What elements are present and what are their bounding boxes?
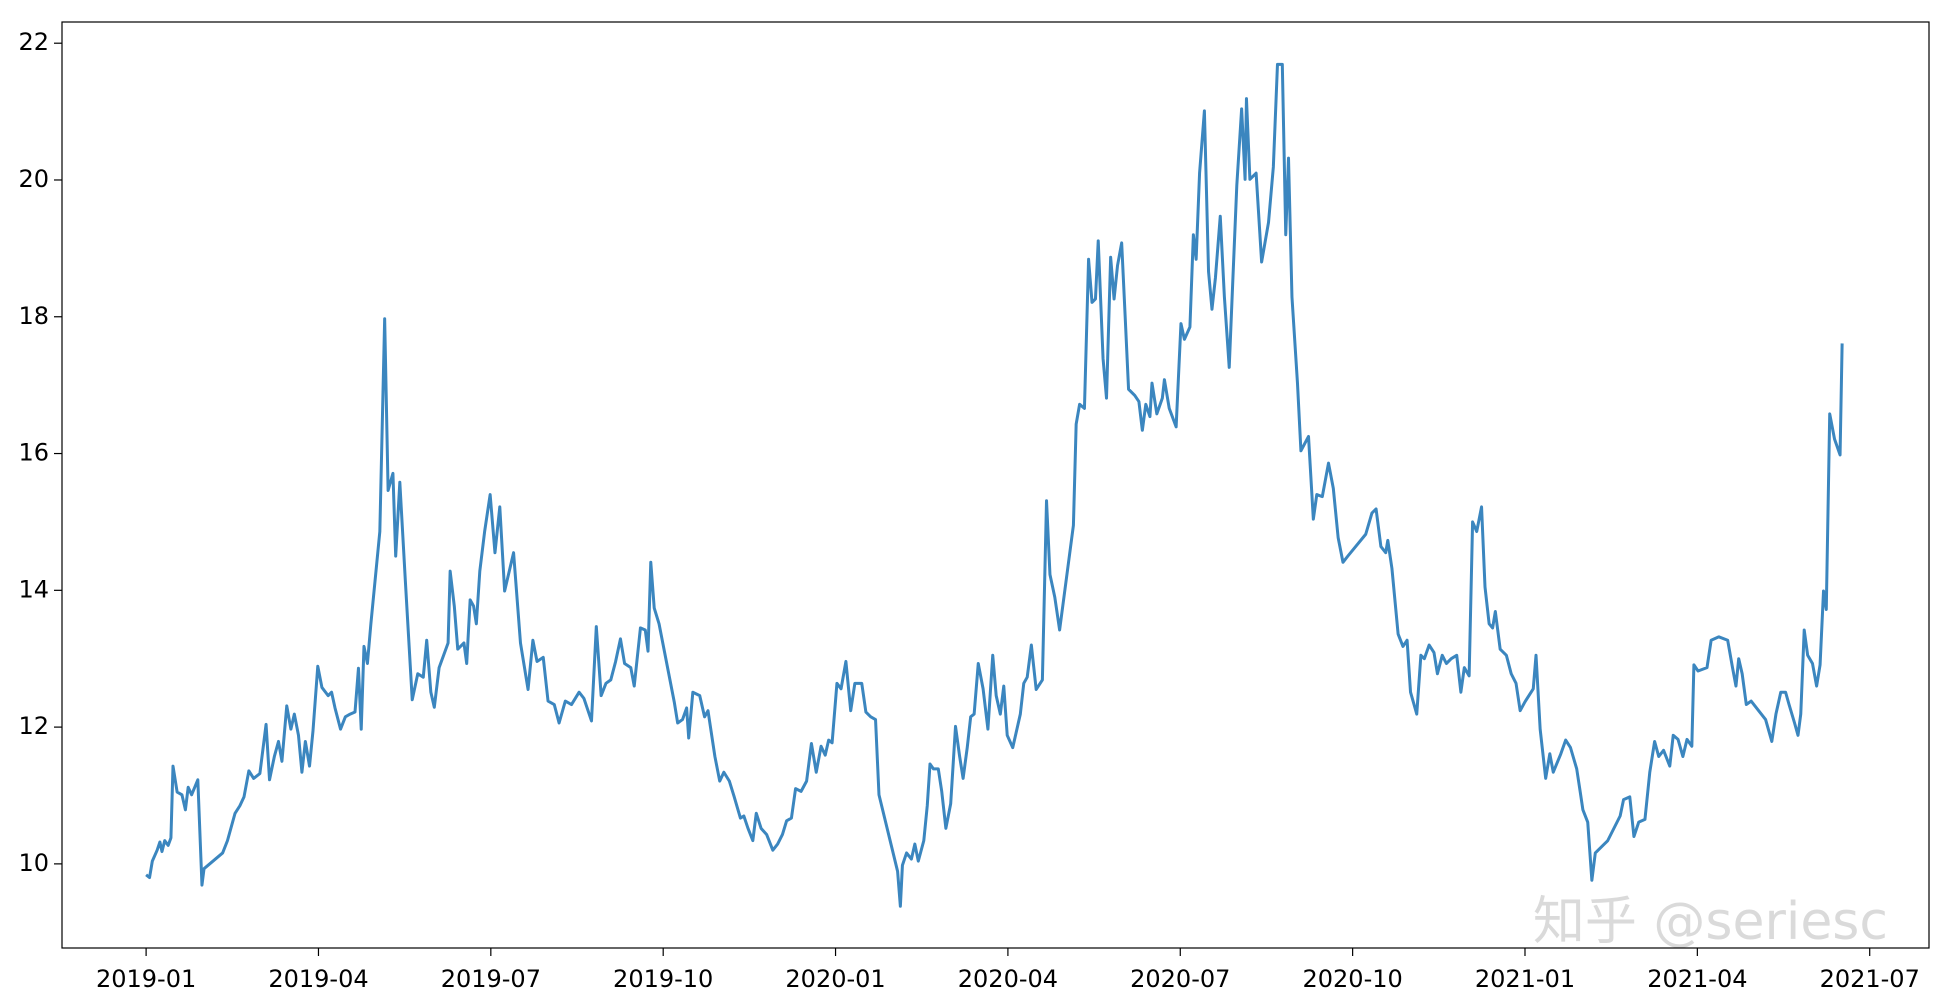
- plot-frame: [61, 21, 1930, 949]
- x-tick-label: 2019-07: [441, 965, 541, 993]
- x-tick-label: 2021-04: [1647, 965, 1747, 993]
- y-tick-label: 20: [18, 165, 49, 193]
- x-tick-label: 2020-07: [1130, 965, 1230, 993]
- y-tick-label: 12: [18, 712, 49, 740]
- x-tick-label: 2021-01: [1475, 965, 1575, 993]
- data-line: [145, 62, 1844, 908]
- x-tick-label: 2020-10: [1302, 965, 1402, 993]
- y-tick-label: 14: [18, 575, 49, 603]
- watermark: 知乎 @seriesc: [1533, 892, 1888, 952]
- x-tick-label: 2020-04: [958, 965, 1058, 993]
- x-tick-label: 2021-07: [1820, 965, 1920, 993]
- x-tick-label: 2019-01: [96, 965, 196, 993]
- x-tick-label: 2019-04: [268, 965, 368, 993]
- y-tick-label: 22: [18, 28, 49, 56]
- x-tick-label: 2019-10: [613, 965, 713, 993]
- x-tick-label: 2020-01: [785, 965, 885, 993]
- y-tick-label: 18: [18, 302, 49, 330]
- y-tick-label: 10: [18, 849, 49, 877]
- y-tick-label: 16: [18, 439, 49, 467]
